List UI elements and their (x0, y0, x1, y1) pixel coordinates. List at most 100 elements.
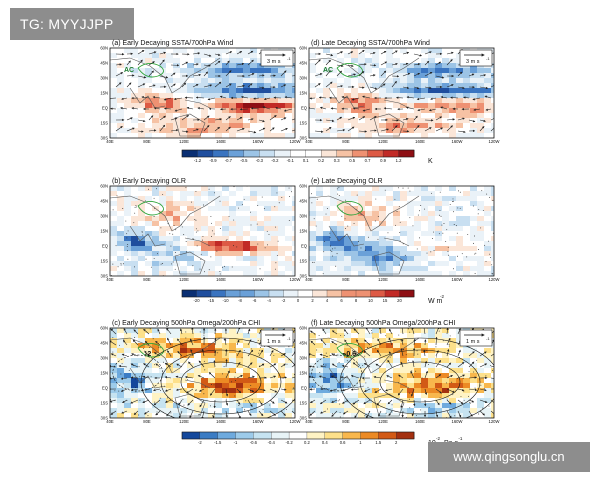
lon-tick-label: 160E (216, 419, 226, 424)
colorbar-tick-label: 0.7 (365, 158, 371, 163)
lat-tick-label: 15N (100, 371, 108, 376)
lon-tick-label: 160W (452, 419, 463, 424)
colorbar-tick-label: -1.2 (194, 158, 202, 163)
lat-tick-label: 60N (100, 46, 108, 51)
colorbar-tick-label: -1.5 (214, 440, 222, 445)
lon-tick-label: 120W (489, 139, 500, 144)
lat-tick-label: 30N (100, 214, 108, 219)
colorbar-unit-exponent: -2 (440, 294, 444, 299)
panel-title: (c) Early Decaying 500hPa Omega/200hPa C… (112, 320, 260, 327)
panel-d: (d) Late Decaying SSTA/700hPa Wind AC 3 m … (299, 40, 499, 144)
reference-vector: 1 m s -1 (459, 329, 493, 347)
lon-tick-label: 160W (253, 139, 264, 144)
lat-tick-label: 45N (100, 341, 108, 346)
lat-tick-label: 30N (299, 356, 307, 361)
lat-tick-label: 30N (100, 356, 108, 361)
colorbar-tick-label: -20 (193, 298, 200, 303)
colorbar-tick-label: 0.1 (303, 158, 309, 163)
reference-vector-label: 3 m s (267, 59, 281, 65)
lon-tick-label: 120W (290, 277, 301, 282)
lon-tick-label: 160E (216, 277, 226, 282)
significance-dots (311, 187, 494, 275)
colorbar-tick-label: -8 (238, 298, 242, 303)
region-label: AC (124, 67, 134, 74)
lat-tick-label: 30S (101, 274, 109, 279)
lat-tick-label: 30S (300, 274, 308, 279)
colorbar-frame (181, 289, 415, 298)
colorbar-tick-label: 1.2 (396, 158, 402, 163)
panel-frame (109, 185, 296, 277)
plateau-contour (336, 201, 363, 216)
coastlines (309, 57, 420, 137)
chi-contours (311, 337, 494, 418)
lat-tick-label: 60N (100, 326, 108, 331)
lat-tick-label: EQ (301, 244, 308, 249)
lon-tick-label: 80E (342, 277, 350, 282)
lon-tick-label: 120E (378, 139, 388, 144)
lon-tick-label: 120E (179, 419, 189, 424)
lon-tick-label: 160W (253, 419, 264, 424)
lat-tick-label: 15S (101, 121, 109, 126)
lat-tick-label: 30N (299, 76, 307, 81)
colorbar-tick-label: 0.2 (318, 158, 324, 163)
lat-tick-label: 45N (299, 341, 307, 346)
panel-title: (b) Early Decaying OLR (112, 178, 186, 185)
lon-tick-label: 160W (452, 277, 463, 282)
panel-a: (a) Early Decaying SSTA/700hPa Wind AC 3 m… (100, 40, 300, 144)
lon-tick-label: 120E (179, 277, 189, 282)
reference-vector-label: 1 m s (466, 339, 480, 345)
colorbar-tick-label: -0.6 (250, 440, 258, 445)
panel-frame (109, 327, 296, 419)
colorbar-tick-label: 2 (311, 298, 314, 303)
colorbar-tick-label: -0.3 (256, 158, 264, 163)
lon-tick-label: 40E (106, 277, 114, 282)
lon-tick-label: 80E (143, 419, 151, 424)
colorbar-olr: -20 -15 -10 -8 -6 -4 -2 0 2 4 6 8 10 15 20 W m-2 (181, 289, 444, 305)
lon-tick-label: 160E (415, 277, 425, 282)
lat-tick-label: 30S (101, 416, 109, 421)
lat-tick-label: 60N (299, 46, 307, 51)
lat-tick-label: 30S (300, 136, 308, 141)
colorbar-tick-label: 0.5 (349, 158, 355, 163)
colorbar-unit: W m (428, 298, 443, 305)
panel-title: (e) Late Decaying OLR (311, 178, 383, 185)
plateau-contour (137, 201, 164, 216)
lat-tick-label: 30S (101, 136, 109, 141)
colorbar-tick-label: 6 (340, 298, 343, 303)
lon-tick-label: 80E (342, 419, 350, 424)
reference-vector-exponent: -1 (486, 336, 490, 341)
colorbar-tick-label: 0.3 (334, 158, 340, 163)
region-label: AC (323, 67, 333, 74)
lat-tick-label: 45N (299, 199, 307, 204)
colorbar-tick-label: -6 (253, 298, 257, 303)
panel-frame (308, 327, 495, 419)
lat-tick-label: EQ (301, 386, 308, 391)
colorbar-tick-label: 4 (326, 298, 329, 303)
panel-frame (308, 47, 495, 139)
chi-contours (112, 337, 295, 418)
wind-vectors (309, 328, 494, 418)
significance-dots (111, 186, 292, 276)
lon-tick-label: 40E (106, 419, 114, 424)
panel-frame (308, 185, 495, 277)
field-shading (309, 48, 494, 138)
lon-tick-label: 160W (452, 139, 463, 144)
lat-tick-label: 15N (100, 91, 108, 96)
lon-tick-label: 120W (290, 139, 301, 144)
colorbars-layer: -1.2 -0.9 -0.7 -0.5 -0.3 -0.2 -0.1 0.1 0.2 0.3 0.5… (181, 149, 463, 447)
colorbar-tick-label: 15 (383, 298, 388, 303)
lat-tick-label: EQ (102, 106, 109, 111)
panel-title: (d) Late Decaying SSTA/700hPa Wind (311, 40, 430, 47)
lat-tick-label: 60N (299, 326, 307, 331)
field-shading (110, 186, 295, 276)
colorbar-tick-label: 1 (359, 440, 362, 445)
colorbar-tick-label: -0.9 (209, 158, 217, 163)
lat-tick-label: 30N (299, 214, 307, 219)
lon-tick-label: 160E (415, 419, 425, 424)
colorbar-tick-label: -1 (234, 440, 238, 445)
lat-tick-label: EQ (102, 244, 109, 249)
lon-tick-label: 160E (415, 139, 425, 144)
reference-vector-label: 3 m s (466, 59, 480, 65)
colorbar-unit: K (428, 158, 433, 165)
colorbar-tick-label: 0.9 (380, 158, 386, 163)
